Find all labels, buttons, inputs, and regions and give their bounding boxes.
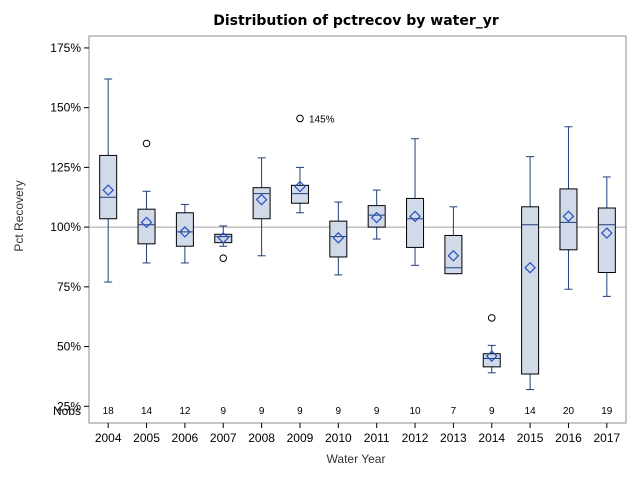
mean-marker bbox=[447, 249, 460, 262]
nobs-value: 9 bbox=[297, 406, 303, 417]
box bbox=[214, 233, 233, 244]
x-tick-label: 2015 bbox=[517, 431, 544, 445]
box-group-2004 bbox=[99, 78, 118, 283]
y-tick-label: 100% bbox=[50, 220, 81, 234]
mean-marker bbox=[294, 180, 306, 193]
x-tick-label: 2008 bbox=[248, 431, 275, 445]
box bbox=[99, 154, 118, 220]
box-group-2017 bbox=[597, 176, 616, 297]
box bbox=[521, 206, 540, 375]
y-tick-label: 25% bbox=[57, 399, 81, 413]
box-group-2008 bbox=[252, 157, 271, 257]
nobs-value: 7 bbox=[451, 406, 457, 417]
outlier-annotation: 145% bbox=[309, 114, 335, 125]
mean-marker bbox=[524, 261, 536, 274]
x-tick-label: 2012 bbox=[402, 431, 429, 445]
y-tick-label: 150% bbox=[50, 101, 81, 115]
box-group-2011 bbox=[367, 189, 386, 240]
nobs-value: 14 bbox=[141, 406, 153, 417]
outlier-point bbox=[487, 314, 496, 322]
box bbox=[329, 220, 348, 258]
mean-marker bbox=[217, 232, 230, 244]
box bbox=[290, 184, 309, 204]
mean-marker bbox=[409, 210, 421, 223]
x-tick-label: 2010 bbox=[325, 431, 352, 445]
box-group-2016 bbox=[559, 126, 578, 290]
box bbox=[444, 234, 463, 275]
x-tick-label: 2011 bbox=[364, 431, 390, 445]
box-group-2015 bbox=[521, 156, 540, 391]
mean-marker bbox=[140, 216, 153, 229]
box bbox=[175, 212, 194, 247]
outlier-point bbox=[296, 114, 304, 123]
x-tick-label: 2004 bbox=[95, 431, 122, 445]
nobs-value: 14 bbox=[525, 406, 537, 417]
x-tick-label: 2009 bbox=[287, 431, 314, 445]
y-tick-label: 175% bbox=[50, 41, 81, 55]
nobs-value: 18 bbox=[103, 406, 115, 417]
nobs-value: 10 bbox=[409, 406, 421, 417]
nobs-value: 20 bbox=[563, 406, 575, 417]
box bbox=[252, 187, 271, 220]
y-axis-label: Pct Recovery bbox=[12, 180, 26, 251]
x-tick-label: 2017 bbox=[593, 431, 620, 445]
y-tick-label: 125% bbox=[50, 160, 81, 174]
mean-marker bbox=[102, 184, 115, 196]
mean-marker bbox=[600, 227, 613, 239]
x-tick-label: 2007 bbox=[210, 431, 237, 445]
plot-frame bbox=[88, 35, 627, 424]
mean-marker bbox=[255, 193, 268, 206]
nobs-value: 9 bbox=[336, 406, 342, 417]
y-tick-label: 75% bbox=[57, 280, 81, 294]
x-tick-label: 2006 bbox=[172, 431, 199, 445]
x-tick-label: 2013 bbox=[440, 431, 467, 445]
box-group-2013 bbox=[444, 206, 463, 275]
nobs-value: 19 bbox=[601, 406, 613, 417]
mean-marker bbox=[485, 350, 498, 362]
nobs-value: 9 bbox=[374, 406, 380, 417]
box-group-2012 bbox=[406, 138, 425, 266]
box-group-2009 bbox=[290, 114, 309, 214]
box-group-2007 bbox=[214, 225, 233, 262]
box bbox=[597, 207, 616, 273]
x-tick-label: 2014 bbox=[478, 431, 505, 445]
box bbox=[367, 205, 386, 228]
box-group-2006 bbox=[175, 203, 194, 264]
nobs-value: 9 bbox=[489, 406, 495, 417]
mean-marker bbox=[332, 232, 345, 244]
nobs-value: 9 bbox=[259, 406, 265, 417]
box-group-2005 bbox=[137, 139, 156, 264]
box bbox=[406, 197, 425, 248]
nobs-label: Nobs bbox=[53, 404, 81, 418]
box-group-2010 bbox=[329, 201, 348, 276]
y-tick-label: 50% bbox=[57, 340, 81, 354]
outlier-point bbox=[142, 139, 151, 148]
box bbox=[559, 188, 578, 251]
plot-area: 25% 50% 75% 100% 125% 150% 175% 2004 18 2005 14 200… bbox=[50, 35, 627, 445]
outlier-point bbox=[219, 254, 228, 262]
box-group-2014 bbox=[482, 314, 501, 374]
mean-marker bbox=[179, 226, 191, 238]
x-axis-label: Water Year bbox=[327, 452, 386, 466]
x-tick-label: 2005 bbox=[133, 431, 160, 445]
mean-marker bbox=[562, 210, 575, 223]
chart-title: Distribution of pctrecov by water_yr bbox=[213, 13, 499, 29]
mean-marker bbox=[370, 211, 383, 224]
nobs-value: 12 bbox=[179, 406, 191, 417]
x-tick-label: 2016 bbox=[555, 431, 582, 445]
nobs-value: 9 bbox=[220, 406, 226, 417]
